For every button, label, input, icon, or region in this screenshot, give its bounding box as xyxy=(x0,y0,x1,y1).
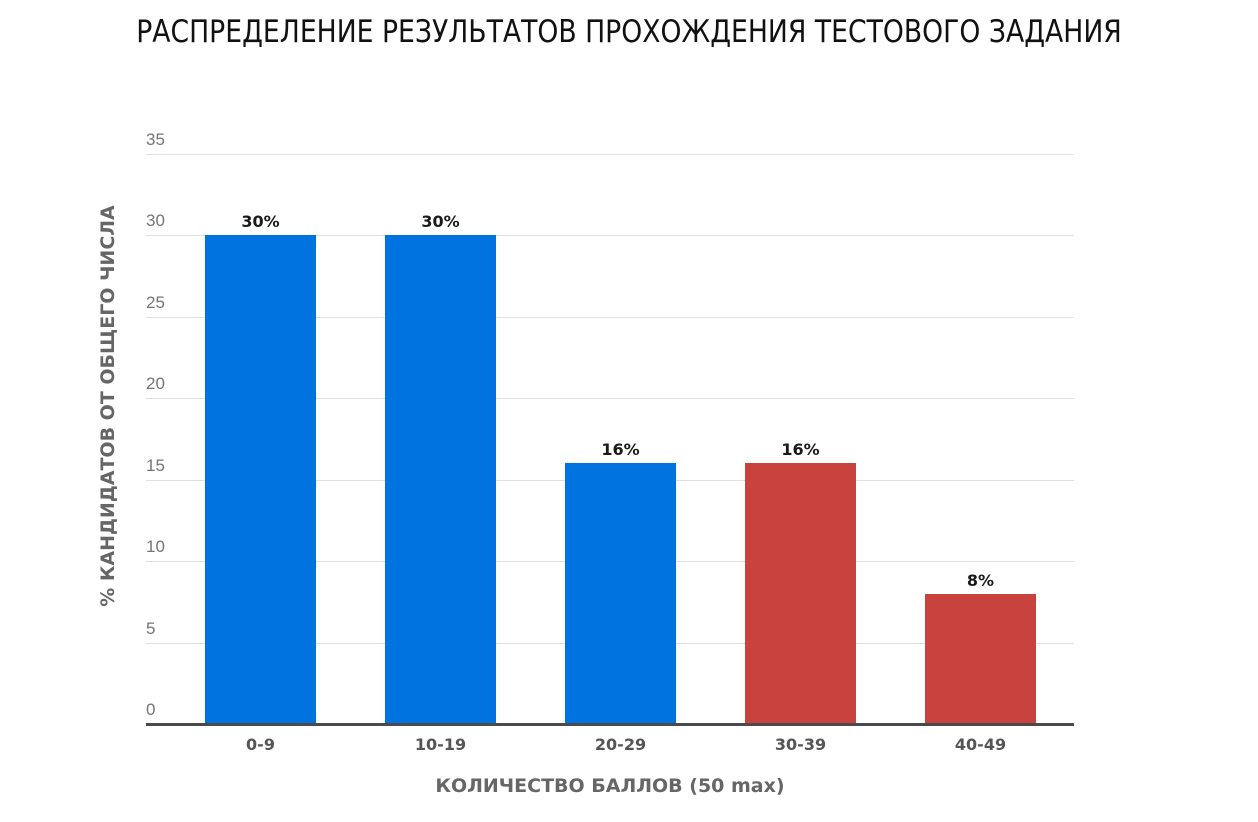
chart-title: РАСПРЕДЕЛЕНИЕ РЕЗУЛЬТАТОВ ПРОХОЖДЕНИЯ ТЕ… xyxy=(136,14,1122,50)
bar-value-label: 30% xyxy=(241,212,280,231)
bar-value-label: 8% xyxy=(966,571,995,590)
y-tick-label: 0 xyxy=(146,700,156,719)
y-tick-label: 15 xyxy=(146,456,165,475)
y-tick-label: 5 xyxy=(146,619,156,638)
bar-value-label: 16% xyxy=(601,440,640,459)
x-tick-label: 0-9 xyxy=(246,735,275,754)
gridline xyxy=(146,398,1074,399)
y-tick-label: 35 xyxy=(146,130,165,149)
bar-10-19[interactable] xyxy=(385,235,496,724)
y-axis-label: % КАНДИДАТОВ ОТ ОБЩЕГО ЧИСЛА xyxy=(97,205,119,607)
x-axis-label: КОЛИЧЕСТВО БАЛЛОВ (50 max) xyxy=(435,775,785,797)
x-axis-line xyxy=(146,723,1074,726)
bar-0-9[interactable] xyxy=(205,235,316,724)
bar-20-29[interactable] xyxy=(565,463,676,724)
bar-value-label: 30% xyxy=(421,212,460,231)
bar-value-label: 16% xyxy=(781,440,820,459)
gridline xyxy=(146,235,1074,236)
x-tick-label: 10-19 xyxy=(414,735,467,754)
y-tick-label: 30 xyxy=(146,211,165,230)
bar-30-39[interactable] xyxy=(745,463,856,724)
gridline xyxy=(146,154,1074,155)
bar-40-49[interactable] xyxy=(925,594,1036,724)
y-tick-label: 20 xyxy=(146,374,165,393)
x-tick-label: 30-39 xyxy=(774,735,827,754)
y-tick-label: 25 xyxy=(146,293,165,312)
gridline xyxy=(146,317,1074,318)
y-tick-label: 10 xyxy=(146,537,165,556)
x-tick-label: 40-49 xyxy=(954,735,1007,754)
x-tick-label: 20-29 xyxy=(594,735,647,754)
plot-area: 0 5 10 15 20 25 30 35 30% 0-9 30% 10-19 16% 20-29 16% 3… xyxy=(146,0,1074,822)
